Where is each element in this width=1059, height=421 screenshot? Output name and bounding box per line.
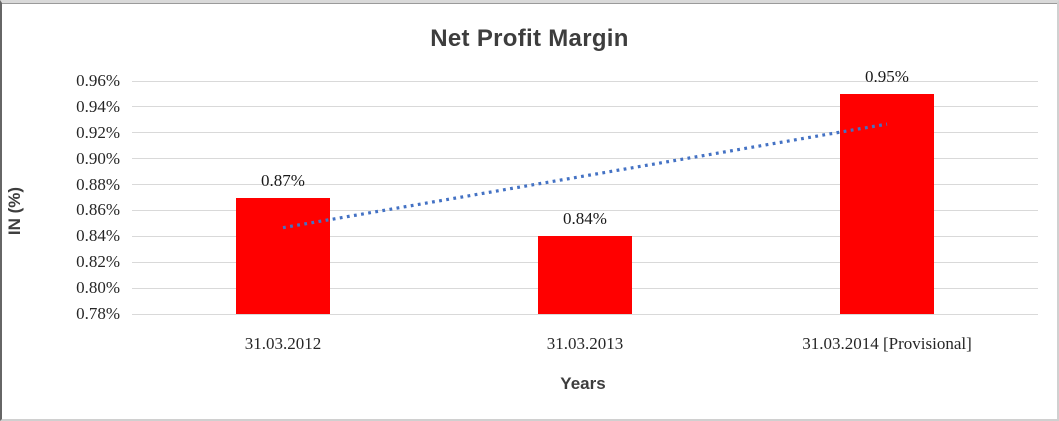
- x-axis-category-label: 31.03.2012: [244, 334, 322, 353]
- y-axis-tick-label: 0.82%: [76, 252, 120, 272]
- trendline: [282, 122, 888, 230]
- gridline: [132, 313, 1038, 315]
- bar-31.03.2012: [236, 197, 330, 314]
- y-axis-title: IN (%): [5, 186, 24, 236]
- gridline: [132, 209, 1038, 211]
- y-axis-tick-label: 0.86%: [76, 200, 120, 220]
- y-axis-tick-label: 0.92%: [76, 122, 120, 142]
- trendline-svg: [282, 122, 888, 230]
- x-axis-category-label: 31.03.2014 [Provisional]: [802, 334, 972, 353]
- y-axis-tick-label: 0.80%: [76, 278, 120, 298]
- x-axis-title: Years: [560, 374, 606, 393]
- bar-value-label: 0.87%: [261, 170, 305, 190]
- gridline: [132, 80, 1038, 82]
- y-axis-tick-label: 0.90%: [76, 148, 120, 168]
- y-axis-tick-label: 0.96%: [76, 71, 120, 90]
- chart-title: Net Profit Margin: [430, 25, 629, 52]
- y-axis-tick-label: 0.94%: [76, 96, 120, 116]
- bar-value-label: 0.95%: [865, 66, 909, 86]
- y-axis-tick-label: 0.88%: [76, 174, 120, 194]
- gridline: [132, 106, 1038, 108]
- y-axis-tick-label: 0.84%: [76, 226, 120, 246]
- gridline: [132, 132, 1038, 134]
- bar-31.03.2014 [Provisional]: [840, 93, 934, 314]
- y-axis-tick-label: 0.78%: [76, 304, 120, 323]
- gridline: [132, 158, 1038, 160]
- x-axis-category-label: 31.03.2013: [546, 334, 624, 353]
- bar-value-label: 0.84%: [563, 209, 607, 229]
- gridline: [132, 184, 1038, 186]
- bar-31.03.2013: [538, 236, 632, 314]
